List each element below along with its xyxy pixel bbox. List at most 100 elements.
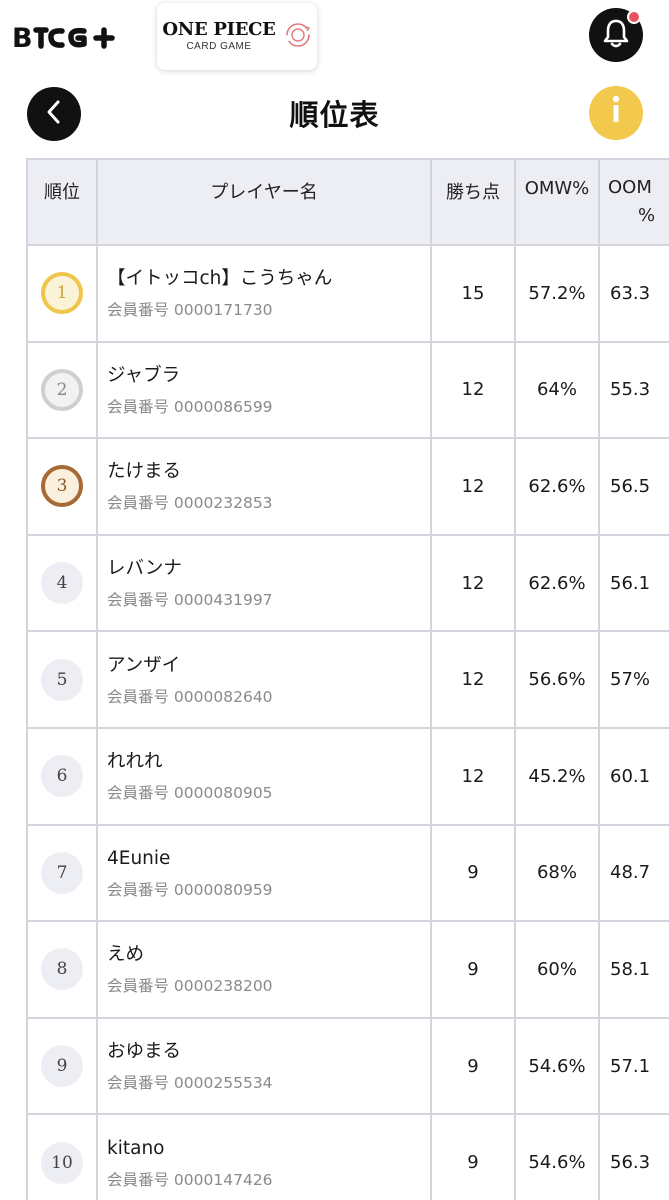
refresh-circle-icon [284, 21, 312, 53]
omw-cell: 68% [514, 823, 600, 923]
player-cell: レバンナ 会員番号 0000431997 [96, 533, 432, 633]
info-icon [609, 94, 623, 132]
omw-cell: 62.6% [514, 437, 600, 536]
player-cell: えめ会員番号 0000238200 [96, 920, 432, 1019]
notification-badge-dot [627, 10, 641, 24]
member-number: 会員番号 0000082640 [107, 687, 273, 706]
player-cell: kitano 会員番号 0000147426 [96, 1113, 432, 1200]
player-name: おゆまる [107, 1041, 182, 1063]
member-number: 会員番号 0000086599 [107, 397, 273, 416]
oomw-cell: 57.1 [598, 1016, 669, 1116]
standings-table: 順位 プレイヤー名 勝ち点 OMW% OOM% 1 【イトッコch】こうちゃん 会員… [26, 158, 669, 1200]
points-cell: 12 [430, 340, 516, 440]
oomw-cell: 56.3 [598, 1113, 669, 1200]
table-row[interactable]: 2 ジャブラ 会員番号 0000086599 12 64% 55.3 [26, 340, 669, 440]
game-logo-subtitle: CARD GAME [186, 41, 252, 52]
back-button[interactable] [27, 87, 81, 141]
column-header-rank: 順位 [26, 158, 98, 246]
player-cell: 4Eunie 会員番号 0000080959 [96, 823, 432, 923]
omw-cell: 54.6% [514, 1113, 600, 1200]
brand-logo-mark: B [12, 23, 115, 52]
column-header-oomw-line1: OOM [608, 177, 652, 198]
player-cell: おゆまる会員番号 0000255534 [96, 1016, 432, 1116]
table-row[interactable]: 10 kitano 会員番号 0000147426 9 54.6% 56.3 [26, 1113, 669, 1200]
one-piece-card-game-logo[interactable]: ONE PIECE CARD GAME [157, 3, 317, 70]
player-cell: たけまる会員番号 0000232853 [96, 437, 432, 536]
standings-table-container[interactable]: 順位 プレイヤー名 勝ち点 OMW% OOM% 1 【イトッコch】こうちゃん 会員… [26, 158, 669, 1200]
rank-cell: 6 [26, 726, 98, 826]
points-cell: 9 [430, 1016, 516, 1116]
svg-text:B: B [12, 23, 33, 52]
member-number: 会員番号 0000255534 [107, 1074, 273, 1093]
points-cell: 15 [430, 244, 516, 343]
member-number: 会員番号 0000232853 [107, 494, 273, 513]
points-cell: 12 [430, 533, 516, 633]
table-row[interactable]: 9 おゆまる 会員番号 0000255534 9 54.6% 57.1 [26, 1016, 669, 1116]
table-row[interactable]: 8 えめ 会員番号 0000238200 9 60% 58.1 [26, 920, 669, 1019]
table-row[interactable]: 5 アンザイ 会員番号 0000082640 12 56.6% 57% [26, 630, 669, 729]
omw-cell: 56.6% [514, 630, 600, 729]
player-name: ジャブラ [107, 364, 181, 386]
column-header-oomw: OOM% [598, 158, 669, 246]
rank-cell: 5 [26, 630, 98, 729]
rank-badge: 2 [41, 368, 83, 411]
rank-badge: 10 [41, 1141, 83, 1184]
player-name: たけまる [107, 461, 182, 483]
points-cell: 9 [430, 920, 516, 1019]
omw-cell: 45.2% [514, 726, 600, 826]
points-cell: 9 [430, 1113, 516, 1200]
bandai-tcg-plus-logo[interactable]: B [12, 22, 132, 52]
table-row[interactable]: 6 れれれ会員番号 0000080905 12 45.2% 60.1 [26, 726, 669, 826]
member-number: 会員番号 0000080905 [107, 784, 273, 803]
player-name: れれれ [107, 751, 163, 773]
rank-cell: 8 [26, 920, 98, 1019]
member-number: 会員番号 0000080959 [107, 880, 273, 899]
rank-cell: 3 [26, 437, 98, 536]
oomw-cell: 60.1 [598, 726, 669, 826]
omw-cell: 62.6% [514, 533, 600, 633]
rank-badge: 6 [41, 755, 83, 798]
player-name: アンザイ [107, 654, 181, 676]
player-name: えめ [107, 944, 145, 966]
column-header-oomw-line2: % [638, 205, 656, 226]
rank-cell: 9 [26, 1016, 98, 1116]
omw-cell: 64% [514, 340, 600, 440]
rank-cell: 2 [26, 340, 98, 440]
table-row[interactable]: 1 【イトッコch】こうちゃん 会員番号 0000171730 15 57.2% 63.3 [26, 244, 669, 343]
member-number: 会員番号 0000147426 [107, 1170, 273, 1189]
table-row[interactable]: 7 4Eunie 会員番号 0000080959 9 68% 48.7 [26, 823, 669, 923]
rank-cell: 7 [26, 823, 98, 923]
member-number: 会員番号 0000238200 [107, 977, 273, 996]
bell-icon [602, 18, 630, 52]
rank-cell: 10 [26, 1113, 98, 1200]
table-row[interactable]: 3 たけまる 会員番号 0000232853 12 62.6% 56.5 [26, 437, 669, 536]
game-logo-title: ONE PIECE [162, 19, 276, 40]
points-cell: 9 [430, 823, 516, 923]
rank-badge: 5 [41, 658, 83, 701]
oomw-cell: 55.3 [598, 340, 669, 440]
points-cell: 12 [430, 726, 516, 826]
rank-badge: 7 [41, 851, 83, 894]
rank-badge: 9 [41, 1045, 83, 1088]
info-button[interactable] [589, 86, 643, 140]
player-name: 4Eunie [107, 847, 171, 869]
rank-cell: 4 [26, 533, 98, 633]
player-cell: アンザイ会員番号 0000082640 [96, 630, 432, 729]
oomw-cell: 56.1 [598, 533, 669, 633]
rank-cell: 1 [26, 244, 98, 343]
member-number: 会員番号 0000431997 [107, 591, 273, 610]
oomw-cell: 58.1 [598, 920, 669, 1019]
points-cell: 12 [430, 437, 516, 536]
player-name: 【イトッコch】こうちゃん [107, 268, 333, 290]
table-row[interactable]: 4 レバンナ 会員番号 0000431997 12 62.6% 56.1 [26, 533, 669, 633]
player-name: kitano [107, 1137, 165, 1159]
oomw-cell: 57% [598, 630, 669, 729]
player-cell: ジャブラ会員番号 0000086599 [96, 340, 432, 440]
rank-badge: 1 [41, 272, 83, 315]
rank-badge: 3 [41, 465, 83, 508]
column-header-player-name: プレイヤー名 [96, 158, 432, 246]
member-number: 会員番号 0000171730 [107, 301, 273, 320]
rank-badge: 8 [41, 948, 83, 991]
omw-cell: 54.6% [514, 1016, 600, 1116]
column-header-omw: OMW% [514, 158, 600, 246]
